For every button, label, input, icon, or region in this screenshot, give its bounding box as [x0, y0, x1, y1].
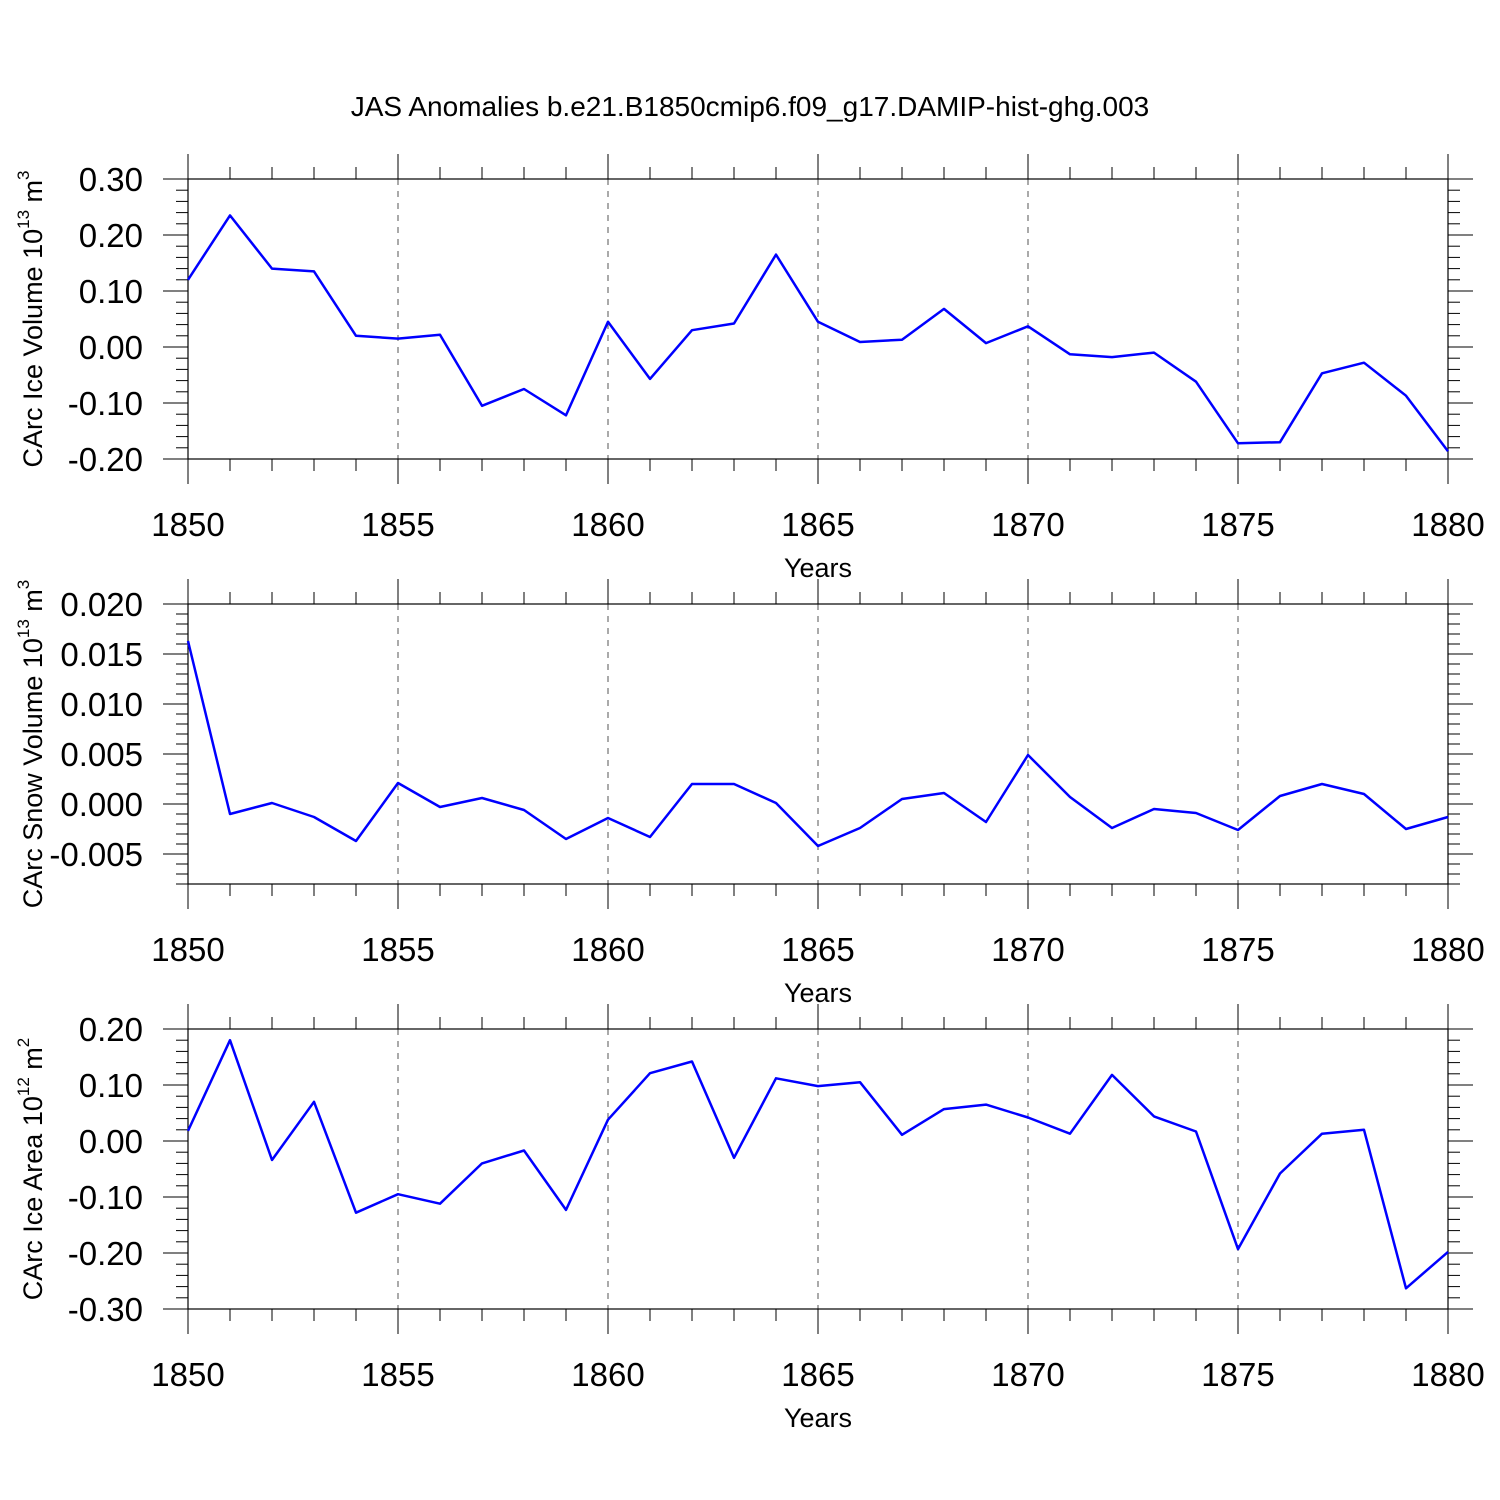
panel-2: 1850 1855 1860 1865 1870 1875 1880 Years -0.005 0…: [14, 579, 1485, 1008]
y-axis-label-text: CArc Ice Volume 10: [18, 229, 48, 468]
y-tick-label: -0.20: [68, 1235, 143, 1272]
y-tick-label: 0.00: [79, 329, 143, 366]
panels: 1850 1855 1860 1865 1870 1875 1880 Years -0.20 -0…: [14, 154, 1485, 1433]
y-tick-label: 0.005: [60, 736, 143, 773]
x-tick-label: 1865: [781, 1356, 854, 1393]
x-tick-label: 1880: [1411, 1356, 1484, 1393]
y-tick-label: -0.20: [68, 441, 143, 478]
x-tick-label: 1875: [1201, 1356, 1274, 1393]
y-axis-label-exponent: 13: [14, 210, 33, 229]
x-tick-label: 1880: [1411, 506, 1484, 543]
x-tick-label: 1860: [571, 506, 644, 543]
y-axis-label-text: CArc Snow Volume 10: [18, 638, 48, 908]
y-axis-label-text: CArc Ice Area 10: [18, 1096, 48, 1300]
x-tick-label: 1850: [151, 506, 224, 543]
y-tick-label: 0.010: [60, 686, 143, 723]
x-tick-label: 1870: [991, 931, 1064, 968]
y-tick-label: -0.10: [68, 1179, 143, 1216]
y-axis-label-unit: m: [18, 1047, 48, 1077]
y-axis-label: CArc Snow Volume 1013 m3: [14, 580, 48, 909]
y-axis-label-exponent: 12: [14, 1077, 33, 1096]
y-axis-label-exponent: 13: [14, 619, 33, 638]
x-axis-label: Years: [784, 978, 852, 1008]
x-tick-label: 1860: [571, 931, 644, 968]
x-tick-label: 1855: [361, 1356, 434, 1393]
x-tick-label: 1880: [1411, 931, 1484, 968]
y-axis-label-unit-exponent: 3: [14, 580, 33, 589]
y-axis-label-unit: m: [18, 589, 48, 619]
y-tick-label: 0.10: [79, 1067, 143, 1104]
series-line: [186, 640, 1449, 848]
x-tick-label: 1865: [781, 506, 854, 543]
y-axis-label: CArc Ice Volume 1013 m3: [14, 170, 48, 467]
x-tick-label: 1875: [1201, 506, 1274, 543]
x-tick-label: 1860: [571, 1356, 644, 1393]
y-axis-label-unit-exponent: 2: [14, 1038, 33, 1047]
y-tick-label: 0.20: [79, 1011, 143, 1048]
panel-1: 1850 1855 1860 1865 1870 1875 1880 Years -0.20 -0…: [14, 154, 1485, 583]
x-tick-label: 1870: [991, 1356, 1064, 1393]
x-tick-label: 1855: [361, 506, 434, 543]
series-line: [186, 214, 1449, 452]
series-line: [186, 1038, 1449, 1290]
y-axis-label-unit-exponent: 3: [14, 170, 33, 179]
chart-title: JAS Anomalies b.e21.B1850cmip6.f09_g17.D…: [351, 91, 1149, 122]
x-tick-label: 1855: [361, 931, 434, 968]
y-tick-label: 0.30: [79, 161, 143, 198]
y-tick-label: 0.20: [79, 217, 143, 254]
y-tick-label: 0.10: [79, 273, 143, 310]
y-axis-label: CArc Ice Area 1012 m2: [14, 1038, 48, 1301]
y-axis-label-unit: m: [18, 180, 48, 210]
y-tick-label: -0.30: [68, 1291, 143, 1328]
y-tick-label: 0.015: [60, 636, 143, 673]
y-tick-label: 0.000: [60, 786, 143, 823]
x-tick-label: 1870: [991, 506, 1064, 543]
x-tick-label: 1875: [1201, 931, 1274, 968]
y-tick-label: -0.10: [68, 385, 143, 422]
y-tick-label: 0.020: [60, 586, 143, 623]
x-axis-label: Years: [784, 553, 852, 583]
x-tick-label: 1850: [151, 1356, 224, 1393]
x-axis-label: Years: [784, 1403, 852, 1433]
y-tick-label: -0.005: [49, 836, 143, 873]
panel-3: 1850 1855 1860 1865 1870 1875 1880 Years -0.30 -0…: [14, 1004, 1485, 1433]
x-tick-label: 1865: [781, 931, 854, 968]
x-tick-label: 1850: [151, 931, 224, 968]
y-tick-label: 0.00: [79, 1123, 143, 1160]
